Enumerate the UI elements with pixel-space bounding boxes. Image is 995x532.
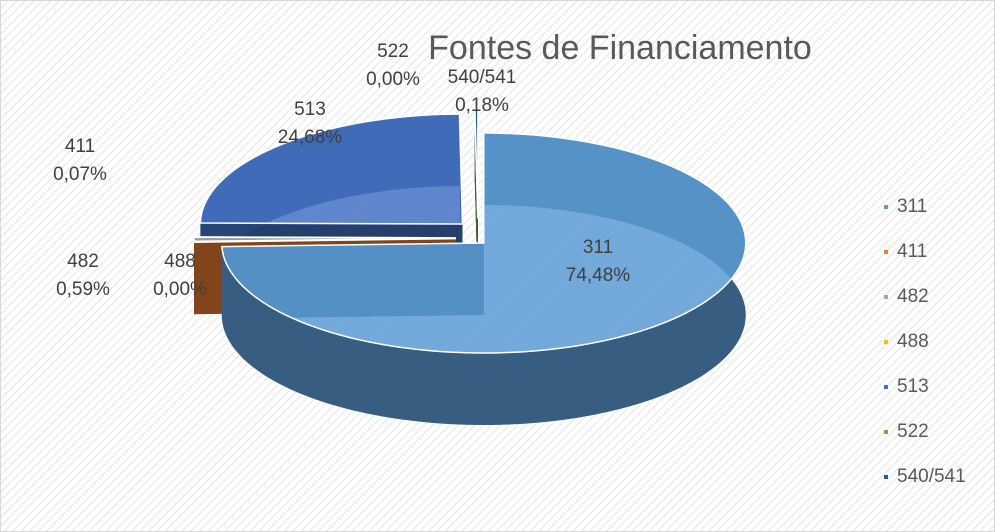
slice — [199, 113, 464, 225]
pie-tops — [193, 107, 747, 354]
data-label-category: 513 — [294, 99, 326, 120]
data-label: 513 24,68% — [278, 99, 343, 148]
legend-marker — [884, 340, 888, 344]
legend-label: 540/541 — [897, 466, 966, 487]
legend-label: 488 — [897, 331, 929, 352]
data-label-category: 482 — [67, 251, 99, 272]
data-label: 311 74,48% — [566, 237, 631, 286]
slice — [474, 107, 479, 219]
data-label: 522 0,00% — [366, 41, 420, 90]
data-label-value: 74,48% — [566, 265, 631, 286]
data-label-value: 0,59% — [56, 279, 110, 300]
data-label-value: 0,00% — [153, 279, 207, 300]
legend-marker — [884, 250, 888, 254]
legend-marker — [884, 385, 888, 389]
data-label-category: 488 — [164, 251, 196, 272]
data-labels: 311 74,48% 411 0,07% 482 0,59% 488 0,00% 513 24,6… — [53, 41, 630, 300]
legend-label: 411 — [897, 241, 927, 262]
data-label-value: 0,00% — [366, 69, 420, 90]
legend-label: 522 — [897, 421, 929, 442]
data-label: 482 0,59% — [56, 251, 110, 300]
data-label-value: 0,18% — [455, 95, 509, 116]
legend-label: 311 — [897, 196, 927, 217]
chart-title: Fontes de Financiamento — [428, 29, 812, 67]
data-label-value: 0,07% — [53, 164, 107, 185]
data-label-value: 24,68% — [278, 127, 343, 148]
data-label: 540/541 0,18% — [448, 67, 517, 116]
slice — [194, 236, 457, 239]
data-label-category: 540/541 — [448, 67, 517, 88]
legend-marker — [884, 475, 888, 479]
legend: 311 411 482 488 513 522 540/541 — [884, 196, 966, 487]
slice — [221, 132, 747, 354]
data-label: 411 0,07% — [53, 136, 107, 185]
data-label-category: 311 — [583, 237, 613, 258]
legend-label: 513 — [897, 376, 929, 397]
legend-label: 482 — [897, 286, 929, 307]
legend-marker — [884, 295, 888, 299]
data-label-category: 411 — [65, 136, 95, 157]
legend-marker — [884, 430, 888, 434]
data-label: 488 0,00% — [153, 251, 207, 300]
legend-marker — [884, 205, 888, 209]
data-label-category: 522 — [377, 41, 409, 62]
